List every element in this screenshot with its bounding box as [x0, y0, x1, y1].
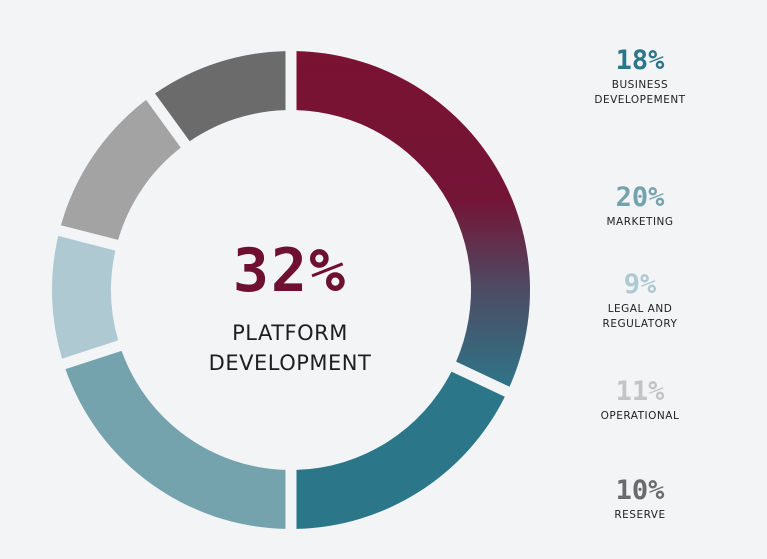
- legend-pct: 11%: [615, 376, 665, 407]
- center-label: PLATFORM DEVELOPMENT: [140, 318, 440, 378]
- legend-pct: 20%: [615, 182, 665, 213]
- legend-label-line1: BUSINESS: [611, 79, 669, 91]
- legend-item-legal-regulatory: 9% LEGAL AND REGULATORY: [560, 270, 720, 332]
- slice-reserve: [155, 51, 286, 142]
- donut-slices: [51, 51, 530, 529]
- center-label-line2: DEVELOPMENT: [208, 351, 372, 375]
- center-label-line1: PLATFORM: [232, 321, 348, 345]
- legend-label-line1: MARKETING: [606, 216, 674, 228]
- center-percentage: 32%: [232, 236, 348, 306]
- legend-pct: 9%: [623, 269, 657, 300]
- slice-operational: [60, 99, 181, 240]
- legend-item-business-development: 18% BUSINESS DEVELOPEMENT: [560, 46, 720, 108]
- legend-label-line1: RESERVE: [614, 509, 666, 521]
- slice-marketing: [65, 350, 286, 529]
- slice-legal-and-regulatory: [51, 235, 119, 359]
- legend-label-line2: REGULATORY: [602, 318, 678, 330]
- legend-item-operational: 11% OPERATIONAL: [560, 377, 720, 424]
- legend-item-marketing: 20% MARKETING: [560, 183, 720, 230]
- legend-item-reserve: 10% RESERVE: [560, 476, 720, 523]
- legend-label-line1: LEGAL AND: [607, 303, 673, 315]
- legend-label-line1: OPERATIONAL: [600, 410, 680, 422]
- legend-pct: 10%: [615, 475, 665, 506]
- legend-pct: 18%: [615, 45, 665, 76]
- legend-label-line2: DEVELOPEMENT: [594, 94, 686, 106]
- slice-platform-development: [296, 51, 530, 387]
- slice-business-developement: [296, 371, 505, 529]
